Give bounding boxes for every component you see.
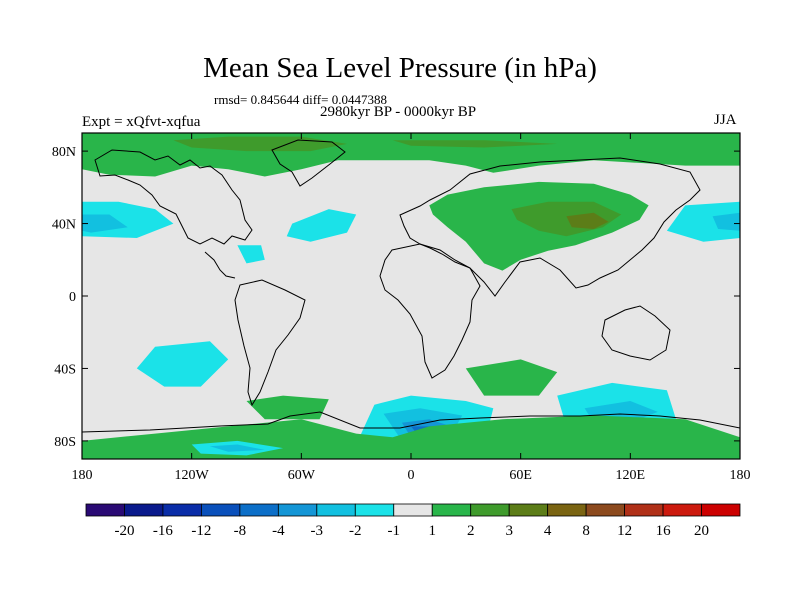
colorbar-swatch: [239, 503, 279, 517]
region-atlantic-negative: [286, 209, 357, 242]
x-tick-label: 120E: [616, 468, 646, 483]
colorbar-label: -2: [349, 523, 362, 539]
colorbar-swatch: [470, 503, 510, 517]
region-antarctic-negative-2: [209, 444, 265, 452]
x-tick-label: 0: [408, 468, 415, 483]
x-axis: 180 120W 60W 0 60E 120E 180: [72, 133, 751, 483]
y-tick-label: 80N: [52, 145, 76, 160]
y-axis: 80N 40N 0 40S 80S: [52, 145, 740, 450]
region-pacific-north-east-negative-2: [82, 214, 128, 233]
colorbar-label: 20: [694, 523, 709, 539]
y-tick-label: 0: [69, 290, 76, 305]
season-label: JJA: [714, 112, 737, 128]
colorbar-swatch: [124, 503, 164, 517]
y-tick-label: 80S: [54, 435, 76, 450]
coast-south-america: [234, 279, 306, 407]
x-tick-label: 60E: [509, 468, 532, 483]
chart-title: Mean Sea Level Pressure (in hPa): [203, 52, 597, 84]
colorbar-label: 12: [617, 523, 632, 539]
colorbar-swatch: [431, 503, 472, 517]
coast-north-america: [94, 149, 253, 245]
colorbar-swatch: [316, 503, 356, 517]
colorbar-label: -4: [272, 523, 285, 539]
colorbar-label: 3: [505, 523, 513, 539]
y-tick-label: 40N: [52, 218, 76, 233]
colorbar-swatch: [662, 503, 702, 517]
coast-greenland: [271, 139, 346, 187]
coast-australia: [601, 305, 671, 361]
colorbar-label: -3: [311, 523, 324, 539]
colorbar-swatch: [624, 503, 664, 517]
colorbar-swatch: [277, 503, 318, 517]
region-pacific-north-west-negative-2: [712, 212, 740, 231]
x-tick-label: 180: [72, 468, 93, 483]
colorbar-label: 8: [582, 523, 590, 539]
colorbar-swatch: [201, 503, 241, 517]
y-tick-label: 40S: [54, 362, 76, 377]
region-south-indian-positive: [465, 359, 558, 396]
experiment-label: Expt = xQfvt-xqfua: [82, 114, 201, 130]
coast-africa: [379, 243, 481, 379]
x-tick-label: 120W: [175, 468, 210, 483]
coastlines: [82, 139, 740, 433]
region-pacific-north-west-negative: [666, 201, 740, 242]
colorbar-swatch: [701, 503, 741, 517]
colorbar-label: 4: [544, 523, 552, 539]
colorbar-swatch: [585, 503, 625, 517]
colorbar-label: -16: [153, 523, 173, 539]
x-tick-label: 180: [730, 468, 751, 483]
colorbar-label: -20: [115, 523, 135, 539]
colorbar-swatch: [508, 503, 549, 517]
colorbar-swatch: [393, 503, 433, 517]
coast-central-america: [204, 251, 236, 279]
colorbar-label: 2: [467, 523, 475, 539]
contour-regions: [82, 133, 740, 459]
colorbar-label: 16: [656, 523, 672, 539]
region-arctic-positive-3b: [392, 140, 558, 148]
colorbar-swatch: [85, 503, 125, 517]
region-south-pacific-negative: [136, 341, 229, 387]
coast-antarctica: [82, 411, 740, 433]
colorbar-swatch: [162, 503, 202, 517]
stats-label: rmsd= 0.845644 diff= 0.0447388: [214, 92, 387, 107]
region-eurasia-positive-4: [566, 212, 609, 229]
colorbar-swatch: [547, 503, 587, 517]
colorbar-label: 1: [428, 523, 436, 539]
colorbar-label: -8: [234, 523, 247, 539]
colorbar-swatch: [354, 503, 395, 517]
colorbar-label: -12: [191, 523, 211, 539]
colorbar: -20 -16 -12 -8 -4 -3 -2 -1 1 2 3 4 8 12 16 20: [85, 503, 741, 539]
period-subtitle: 2980kyr BP - 0000kyr BP: [320, 104, 477, 120]
region-gulf-negative: [237, 245, 265, 264]
x-tick-label: 60W: [288, 468, 316, 483]
coast-eurasia: [399, 157, 701, 297]
colorbar-label: -1: [388, 523, 401, 539]
